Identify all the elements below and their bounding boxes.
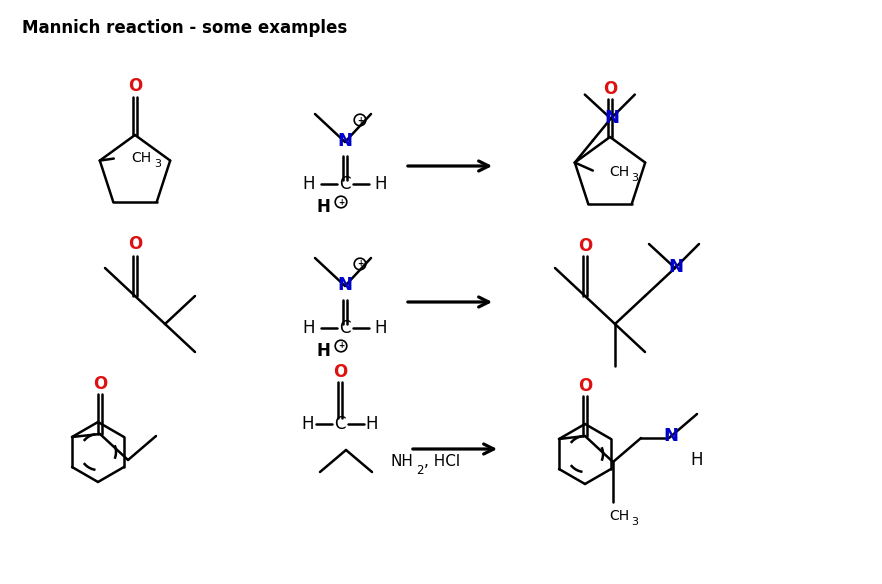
Text: C: C bbox=[334, 415, 346, 433]
Text: H: H bbox=[366, 415, 378, 433]
Text: NH: NH bbox=[390, 454, 413, 470]
Text: N: N bbox=[604, 109, 619, 127]
Text: H: H bbox=[691, 451, 703, 469]
Text: CH: CH bbox=[609, 165, 629, 179]
Text: O: O bbox=[603, 80, 617, 98]
Text: CH: CH bbox=[609, 509, 629, 523]
Text: , HCl: , HCl bbox=[424, 454, 460, 470]
Text: H: H bbox=[316, 198, 330, 216]
Text: +: + bbox=[357, 259, 363, 269]
Text: +: + bbox=[338, 342, 344, 350]
Text: +: + bbox=[357, 116, 363, 124]
Text: H: H bbox=[375, 319, 387, 337]
Text: O: O bbox=[333, 363, 348, 381]
Text: H: H bbox=[316, 342, 330, 360]
Text: 3: 3 bbox=[153, 159, 161, 169]
Text: O: O bbox=[128, 235, 142, 253]
Text: O: O bbox=[93, 375, 107, 393]
Text: 3: 3 bbox=[631, 517, 638, 527]
Text: O: O bbox=[578, 237, 592, 255]
Text: 3: 3 bbox=[631, 172, 638, 183]
Text: 2: 2 bbox=[416, 464, 423, 477]
Text: H: H bbox=[303, 319, 315, 337]
Text: C: C bbox=[340, 319, 351, 337]
Text: CH: CH bbox=[131, 151, 151, 165]
Text: N: N bbox=[663, 427, 678, 445]
Text: O: O bbox=[578, 377, 592, 395]
Text: H: H bbox=[375, 175, 387, 193]
Text: H: H bbox=[302, 415, 314, 433]
Text: N: N bbox=[338, 276, 353, 294]
Text: +: + bbox=[338, 197, 344, 207]
Text: H: H bbox=[303, 175, 315, 193]
Text: O: O bbox=[128, 77, 142, 95]
Text: N: N bbox=[669, 258, 684, 276]
Text: Mannich reaction - some examples: Mannich reaction - some examples bbox=[22, 19, 348, 37]
Text: N: N bbox=[338, 132, 353, 150]
Text: C: C bbox=[340, 175, 351, 193]
